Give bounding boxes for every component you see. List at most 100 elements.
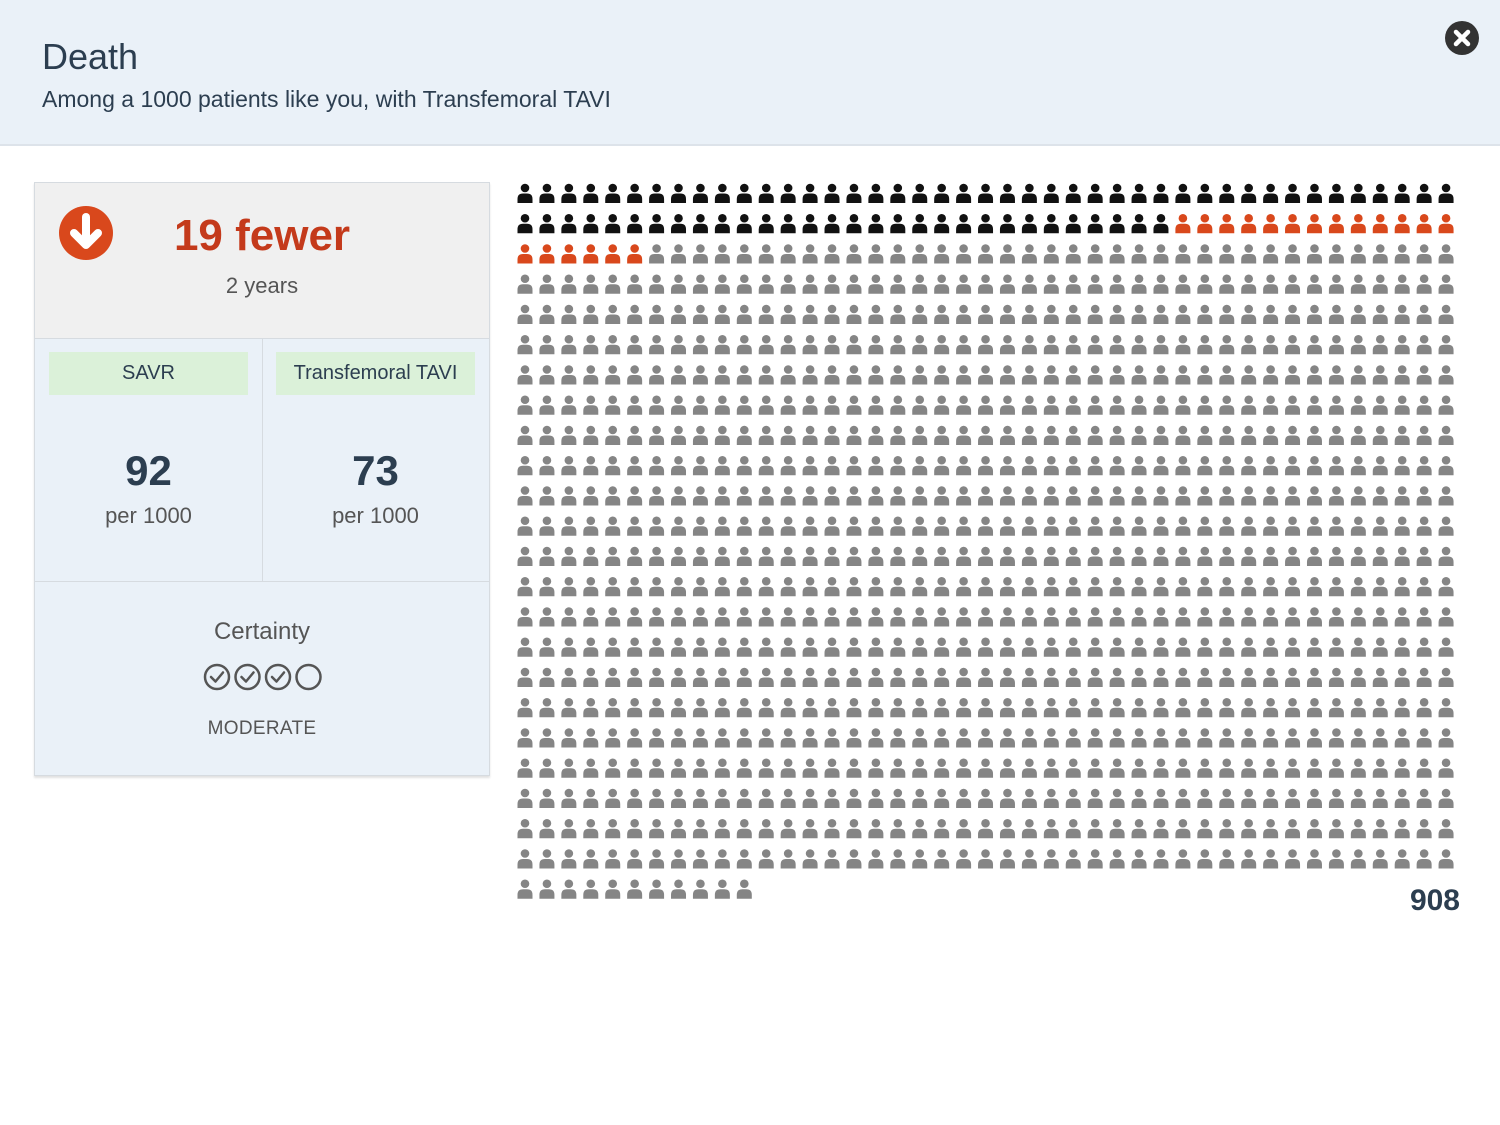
person-icon (912, 455, 928, 476)
person-icon (517, 455, 533, 476)
person-icon (714, 879, 730, 899)
person-icon (868, 788, 884, 808)
person-icon (1350, 576, 1366, 597)
person-icon (1438, 546, 1454, 566)
person-icon (999, 546, 1015, 566)
person-icon (561, 274, 577, 294)
person-icon (1153, 516, 1169, 536)
person-icon (1065, 758, 1081, 778)
person-icon (1241, 455, 1257, 476)
person-icon (1350, 395, 1366, 415)
person-icon (1175, 667, 1191, 687)
person-icon (714, 728, 730, 748)
person-icon (1306, 667, 1322, 687)
person-icon (627, 849, 643, 869)
person-icon (539, 667, 555, 687)
person-icon (539, 728, 555, 748)
person-icon (1153, 607, 1169, 627)
person-icon (1285, 758, 1301, 778)
person-icon (846, 244, 862, 264)
person-icon (802, 576, 818, 597)
person-icon (517, 879, 533, 899)
person-icon (999, 607, 1015, 627)
person-icon (1043, 849, 1059, 869)
person-icon (1350, 486, 1366, 506)
person-icon (1065, 607, 1081, 627)
person-icon (956, 213, 972, 234)
person-icon (1350, 334, 1366, 355)
person-icon (1087, 304, 1103, 324)
person-icon (912, 758, 928, 778)
person-icon (1350, 455, 1366, 476)
person-icon (714, 758, 730, 778)
person-icon (517, 576, 533, 597)
person-icon (999, 667, 1015, 687)
person-icon (1306, 425, 1322, 445)
person-icon (1394, 607, 1410, 627)
person-icon (1131, 486, 1147, 506)
person-icon (1131, 274, 1147, 294)
person-icon (912, 637, 928, 657)
person-icon (1438, 607, 1454, 627)
person-icon (1438, 637, 1454, 657)
person-icon (1241, 213, 1257, 234)
person-icon (692, 516, 708, 536)
person-icon (1109, 576, 1125, 597)
person-icon (714, 395, 730, 415)
person-icon (605, 546, 621, 566)
person-icon (1306, 818, 1322, 839)
person-icon (999, 304, 1015, 324)
person-icon (1131, 818, 1147, 839)
person-icon (1021, 667, 1037, 687)
person-icon (1372, 637, 1388, 657)
person-icon (824, 758, 840, 778)
person-icon (846, 425, 862, 445)
person-icon (1263, 425, 1279, 445)
person-icon (1394, 455, 1410, 476)
person-icon (671, 425, 687, 445)
person-icon (605, 455, 621, 476)
person-icon (649, 183, 665, 203)
close-icon (1453, 29, 1471, 47)
person-icon (1153, 486, 1169, 506)
person-icon (1394, 637, 1410, 657)
person-icon (605, 395, 621, 415)
person-icon (1065, 576, 1081, 597)
person-icon (627, 334, 643, 355)
person-icon (1438, 728, 1454, 748)
person-icon (736, 334, 752, 355)
person-icon (1372, 304, 1388, 324)
person-icon (692, 728, 708, 748)
person-icon (649, 516, 665, 536)
close-button[interactable] (1445, 21, 1479, 55)
person-icon (868, 486, 884, 506)
person-icon (714, 183, 730, 203)
person-icon (1021, 728, 1037, 748)
person-icon (1065, 334, 1081, 355)
person-icon (1219, 516, 1235, 536)
person-icon (1175, 697, 1191, 718)
person-icon (868, 758, 884, 778)
person-icon (561, 455, 577, 476)
person-icon (1241, 697, 1257, 718)
person-icon (1438, 818, 1454, 839)
person-icon (1021, 274, 1037, 294)
person-icon (978, 213, 994, 234)
person-icon (934, 395, 950, 415)
person-icon (758, 728, 774, 748)
person-icon (692, 576, 708, 597)
person-icon (758, 244, 774, 264)
person-icon (1416, 304, 1432, 324)
person-icon (846, 304, 862, 324)
person-icon (1394, 667, 1410, 687)
person-icon (1438, 395, 1454, 415)
person-icon (649, 728, 665, 748)
person-icon (583, 697, 599, 718)
person-icon (956, 183, 972, 203)
person-icon (1065, 788, 1081, 808)
person-icon (890, 334, 906, 355)
person-icon (999, 365, 1015, 385)
person-icon (1241, 486, 1257, 506)
person-icon (1416, 213, 1432, 234)
person-icon (517, 728, 533, 748)
